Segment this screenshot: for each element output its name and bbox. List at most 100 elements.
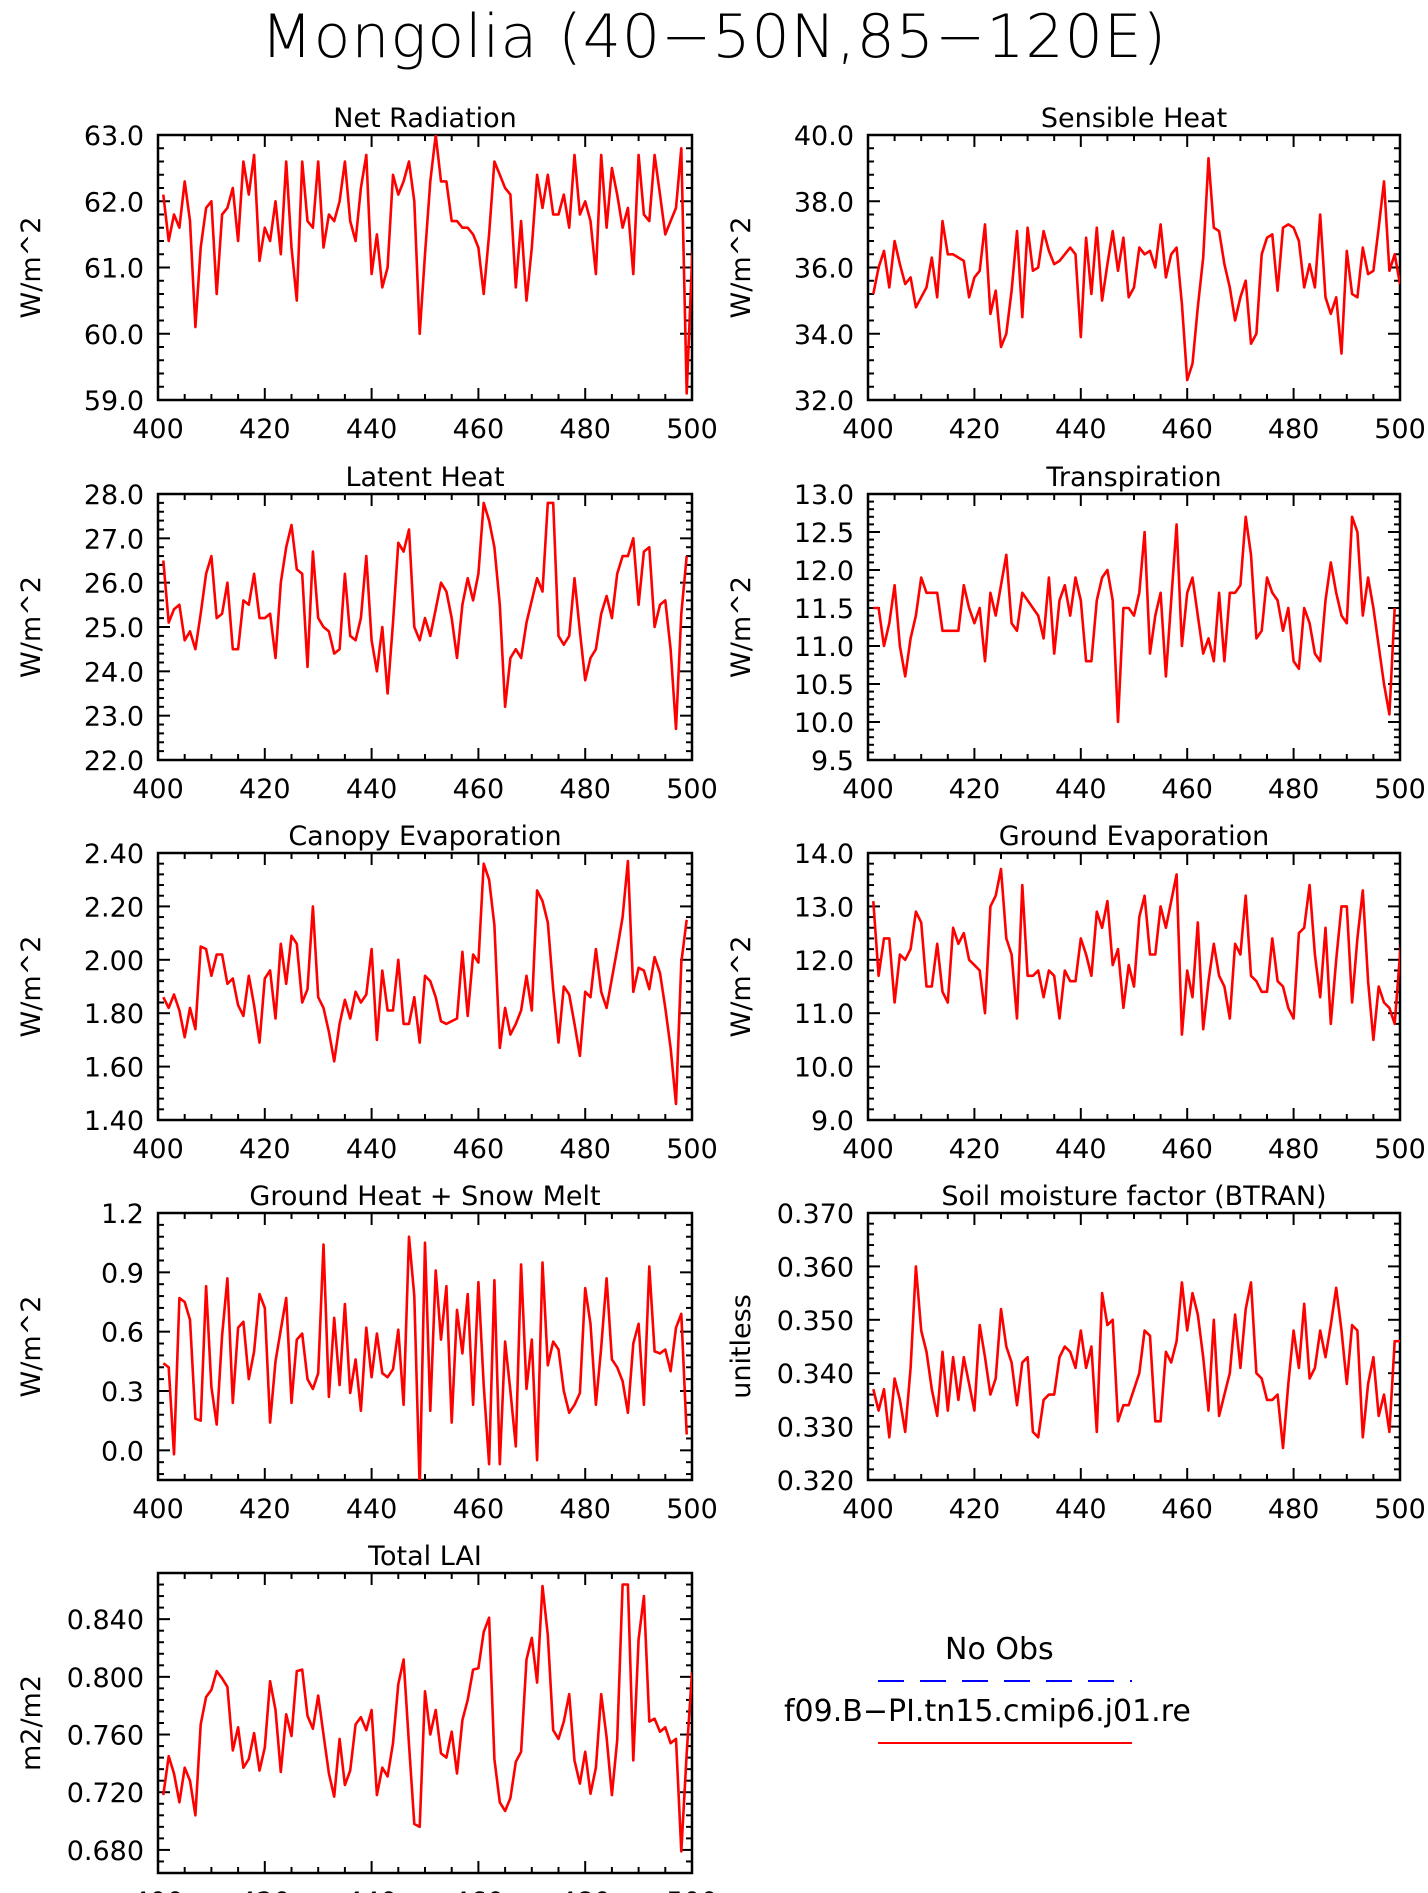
y-axis-label: m2/m2	[16, 1675, 47, 1771]
y-axis-label: W/m^2	[726, 936, 757, 1038]
x-tick-label: 500	[1374, 1494, 1426, 1525]
y-axis-label: W/m^2	[726, 217, 757, 319]
x-tick-label: 400	[842, 1494, 894, 1525]
y-tick-label: 2.00	[84, 946, 144, 977]
series-line	[162, 501, 688, 731]
y-tick-label: 0.800	[67, 1663, 144, 1694]
x-tick-label: 460	[1161, 414, 1213, 445]
y-axis-label: W/m^2	[726, 576, 757, 678]
chart-panel-transp: 400 420 440 460 480 500 9.5 10.0 10.5 11.0 11.5 12.…	[726, 462, 1426, 805]
chart-panel-ghsm: 400 420 440 460 480 500 0.0 0.3 0.6 0.9 1.2 Ground …	[16, 1181, 718, 1525]
x-tick-label: 400	[132, 1134, 184, 1165]
x-tick-label: 440	[346, 1134, 398, 1165]
y-tick-label: 1.60	[84, 1053, 144, 1084]
x-tick-label: 460	[1161, 774, 1213, 805]
y-tick-label: 28.0	[84, 480, 144, 511]
y-tick-label: 0.840	[67, 1605, 144, 1636]
x-tick-label: 480	[559, 1134, 611, 1165]
y-tick-label: 0.720	[67, 1778, 144, 1809]
x-tick-label: 400	[132, 1887, 184, 1893]
y-tick-label: 61.0	[84, 254, 144, 285]
x-tick-label: 440	[1055, 774, 1107, 805]
y-tick-label: 62.0	[84, 187, 144, 218]
panel-title: Net Radiation	[333, 103, 517, 134]
series-line	[873, 515, 1396, 724]
panel-title: Sensible Heat	[1041, 103, 1227, 134]
y-tick-label: 27.0	[84, 524, 144, 555]
x-tick-label: 440	[346, 1494, 398, 1525]
panel-title: Ground Evaporation	[999, 821, 1270, 852]
panel-title: Latent Heat	[345, 462, 504, 493]
x-tick-label: 480	[1268, 1134, 1320, 1165]
y-tick-label: 0.320	[777, 1466, 854, 1497]
y-tick-label: 0.340	[777, 1359, 854, 1390]
legend-model-label: f09.B−PI.tn15.cmip6.j01.re	[784, 1694, 1191, 1729]
chart-panel-latent: 400 420 440 460 480 500 22.0 23.0 24.0 25.0 26.0 27…	[16, 462, 718, 805]
x-tick-label: 460	[453, 1134, 505, 1165]
y-tick-label: 1.2	[101, 1199, 144, 1230]
chart-panel-lai: 400 420 440 460 480 500 0.680 0.720 0.760 0.800 0.…	[16, 1541, 718, 1893]
x-tick-label: 440	[346, 1887, 398, 1893]
y-axis-label: W/m^2	[16, 1296, 47, 1398]
series-line	[872, 156, 1400, 382]
y-tick-label: 0.330	[777, 1413, 854, 1444]
series-line	[872, 1265, 1400, 1450]
y-tick-label: 12.0	[794, 556, 854, 587]
panel-title: Soil moisture factor (BTRAN)	[941, 1181, 1326, 1212]
y-axis-label: W/m^2	[16, 936, 47, 1038]
y-axis-label: W/m^2	[16, 217, 47, 319]
chart-panel-sensible: 400 420 440 460 480 500 32.0 34.0 36.0 38.0 40.0 Se…	[726, 103, 1426, 445]
y-tick-label: 12.0	[794, 946, 854, 977]
y-tick-label: 11.5	[794, 594, 854, 625]
y-tick-label: 38.0	[794, 187, 854, 218]
y-tick-label: 36.0	[794, 254, 854, 285]
y-tick-label: 0.9	[101, 1258, 144, 1289]
y-axis-label: W/m^2	[16, 576, 47, 678]
x-tick-label: 500	[666, 1134, 718, 1165]
x-tick-label: 480	[559, 774, 611, 805]
y-tick-label: 40.0	[794, 121, 854, 152]
y-tick-label: 59.0	[84, 386, 144, 417]
x-tick-label: 500	[1374, 774, 1426, 805]
y-tick-label: 11.0	[794, 632, 854, 663]
y-tick-label: 24.0	[84, 657, 144, 688]
y-tick-label: 34.0	[794, 320, 854, 351]
y-tick-label: 32.0	[794, 386, 854, 417]
x-tick-label: 480	[559, 1494, 611, 1525]
y-tick-label: 0.6	[101, 1318, 144, 1349]
x-tick-label: 480	[1268, 1494, 1320, 1525]
x-tick-label: 500	[666, 414, 718, 445]
x-tick-label: 400	[132, 1494, 184, 1525]
x-tick-label: 420	[949, 1494, 1001, 1525]
x-tick-label: 460	[453, 774, 505, 805]
chart-panel-netrad: 400 420 440 460 480 500 59.0 60.0 61.0 62.0 63.0 Ne…	[16, 103, 718, 445]
y-tick-label: 23.0	[84, 702, 144, 733]
y-tick-label: 22.0	[84, 746, 144, 777]
plot-frame	[866, 492, 1402, 762]
y-tick-label: 60.0	[84, 320, 144, 351]
x-tick-label: 420	[949, 414, 1001, 445]
x-tick-label: 460	[453, 1887, 505, 1893]
x-tick-label: 460	[1161, 1134, 1213, 1165]
y-tick-label: 13.0	[794, 480, 854, 511]
chart-panel-grndevap: 400 420 440 460 480 500 9.0 10.0 11.0 12.0 13.0 14.…	[726, 821, 1426, 1165]
panel-title: Ground Heat + Snow Melt	[249, 1181, 600, 1212]
y-tick-label: 11.0	[794, 999, 854, 1030]
y-tick-label: 0.0	[101, 1436, 144, 1467]
plot-frame	[156, 492, 694, 762]
x-tick-label: 420	[239, 1887, 291, 1893]
x-tick-label: 420	[239, 1494, 291, 1525]
x-tick-label: 500	[1374, 1134, 1426, 1165]
y-tick-label: 9.0	[811, 1106, 854, 1137]
series-line	[162, 1583, 692, 1853]
y-tick-label: 10.0	[794, 708, 854, 739]
y-tick-label: 0.350	[777, 1306, 854, 1337]
y-tick-label: 0.760	[67, 1721, 144, 1752]
series-line	[872, 867, 1400, 1042]
y-tick-label: 1.40	[84, 1106, 144, 1137]
y-tick-label: 0.370	[777, 1199, 854, 1230]
y-tick-label: 63.0	[84, 121, 144, 152]
y-tick-label: 0.360	[777, 1252, 854, 1283]
x-tick-label: 440	[1055, 1494, 1107, 1525]
